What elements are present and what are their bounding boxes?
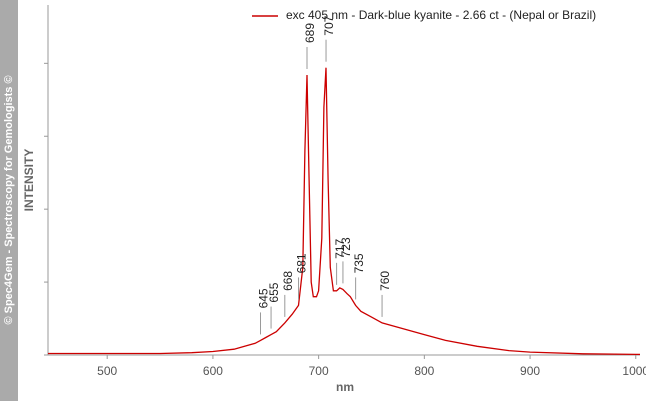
x-axis-label: nm (336, 380, 354, 394)
legend-label: exc 405 nm - Dark-blue kyanite - 2.66 ct… (286, 8, 596, 22)
peak-label: 655 (267, 282, 281, 302)
x-tick-label: 600 (203, 364, 223, 378)
peak-label: 681 (295, 253, 309, 273)
peak-label: 689 (303, 23, 317, 43)
x-tick-label: 900 (520, 364, 540, 378)
peak-label: 735 (352, 253, 366, 273)
watermark: © Spec4Gem - Spectroscopy for Gemologist… (3, 75, 15, 324)
peak-label: 645 (257, 288, 271, 308)
peak-label: 717 (333, 238, 347, 258)
x-tick-label: 1000 (622, 364, 646, 378)
peak-label: 760 (378, 271, 392, 291)
x-tick-label: 700 (309, 364, 329, 378)
x-tick-label: 500 (97, 364, 117, 378)
sidebar (0, 0, 18, 401)
y-axis-label: INTENSITY (22, 149, 36, 212)
spectrum-line (48, 67, 641, 356)
peak-label: 668 (281, 271, 295, 291)
x-tick-label: 800 (414, 364, 434, 378)
peak-label: 723 (339, 237, 353, 257)
peak-label: 707 (322, 15, 336, 35)
